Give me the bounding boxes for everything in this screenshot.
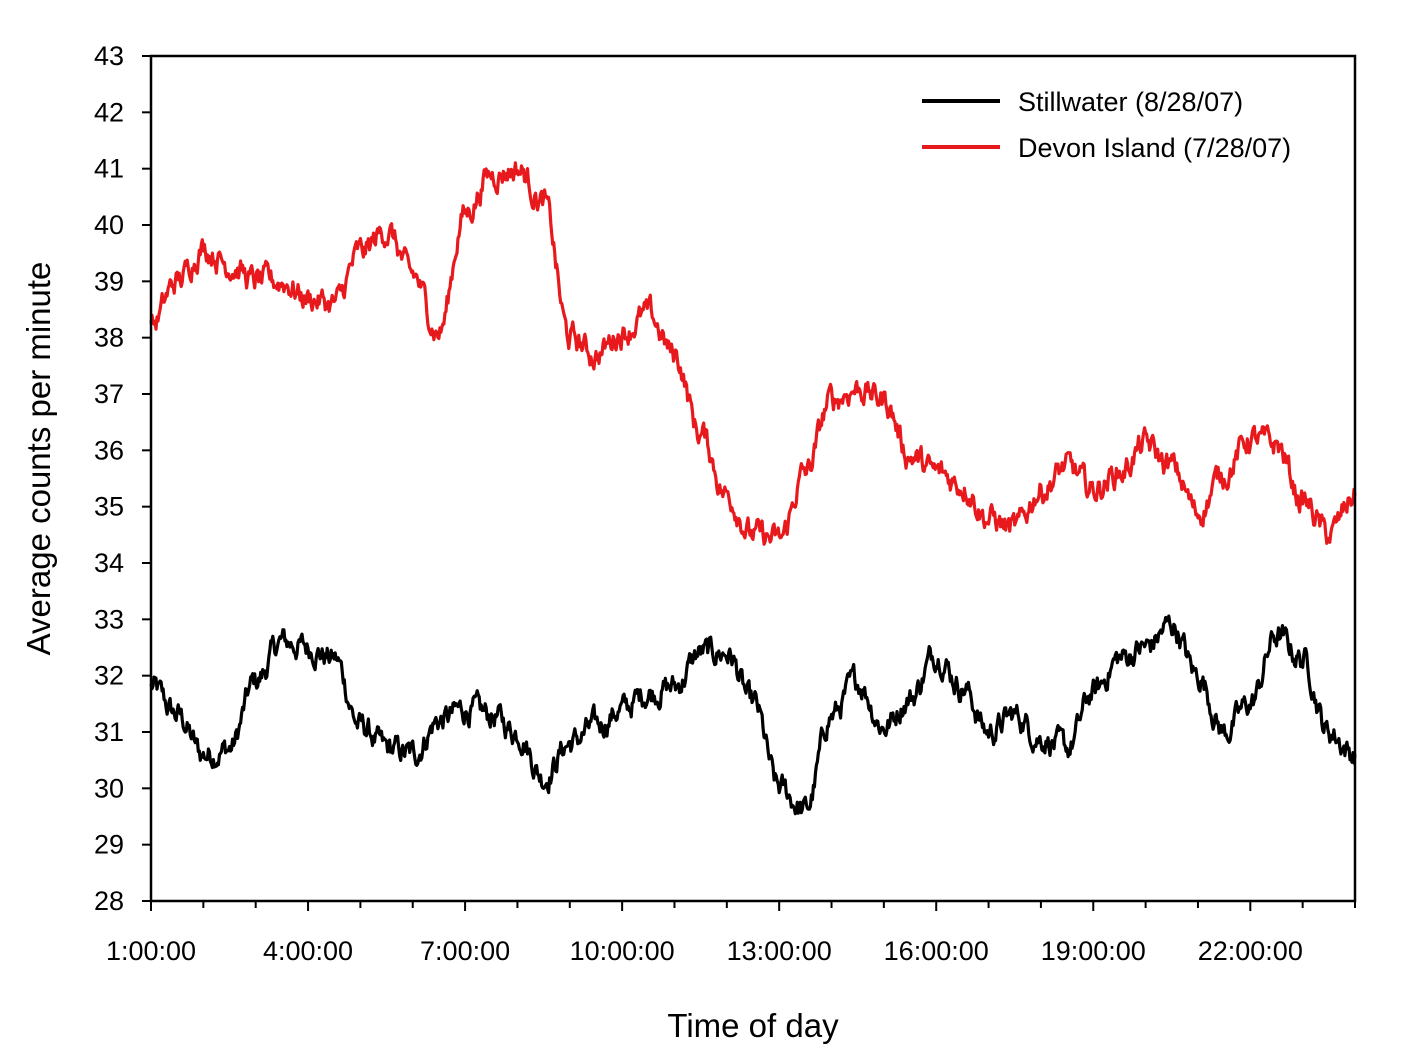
plot-series <box>149 161 1357 816</box>
y-tick-label: 42 <box>94 97 124 127</box>
legend-label-2: Devon Island (7/28/07) <box>1018 133 1291 163</box>
y-tick-label: 30 <box>94 773 124 803</box>
y-tick-label: 29 <box>94 830 124 860</box>
y-tick-label: 37 <box>94 379 124 409</box>
y-tick-label: 33 <box>94 604 124 634</box>
x-tick-label: 16:00:00 <box>884 936 989 966</box>
y-tick-label: 38 <box>94 323 124 353</box>
x-tick-label: 1:00:00 <box>106 936 196 966</box>
y-tick-label: 39 <box>94 266 124 296</box>
y-tick-label: 35 <box>94 492 124 522</box>
y-tick-label: 41 <box>94 154 124 184</box>
y-tick-label: 43 <box>94 41 124 71</box>
legend: Stillwater (8/28/07) Devon Island (7/28/0… <box>922 87 1291 163</box>
y-axis-ticks: 28 29 30 31 32 33 34 35 36 37 38 39 40 41 42 43 <box>94 41 151 916</box>
x-axis-ticks: 1:00:00 4:00:00 7:00:00 10:00:00 13:00:00 16:… <box>106 901 1356 966</box>
x-tick-label: 19:00:00 <box>1041 936 1146 966</box>
x-axis-title: Time of day <box>667 1007 839 1044</box>
x-tick-label: 13:00:00 <box>727 936 832 966</box>
y-tick-label: 36 <box>94 435 124 465</box>
y-tick-label: 32 <box>94 661 124 691</box>
plot-area-frame <box>149 54 1357 903</box>
y-tick-label: 31 <box>94 717 124 747</box>
x-tick-label: 22:00:00 <box>1198 936 1303 966</box>
x-tick-label: 4:00:00 <box>263 936 353 966</box>
series-line-1 <box>149 614 1357 816</box>
y-tick-label: 40 <box>94 210 124 240</box>
y-tick-label: 28 <box>94 886 124 916</box>
legend-label-1: Stillwater (8/28/07) <box>1018 87 1243 117</box>
x-tick-label: 10:00:00 <box>570 936 675 966</box>
series-line-2 <box>149 161 1357 546</box>
y-axis-title: Average counts per minute <box>20 262 57 656</box>
y-tick-label: 34 <box>94 548 124 578</box>
x-tick-label: 7:00:00 <box>420 936 510 966</box>
